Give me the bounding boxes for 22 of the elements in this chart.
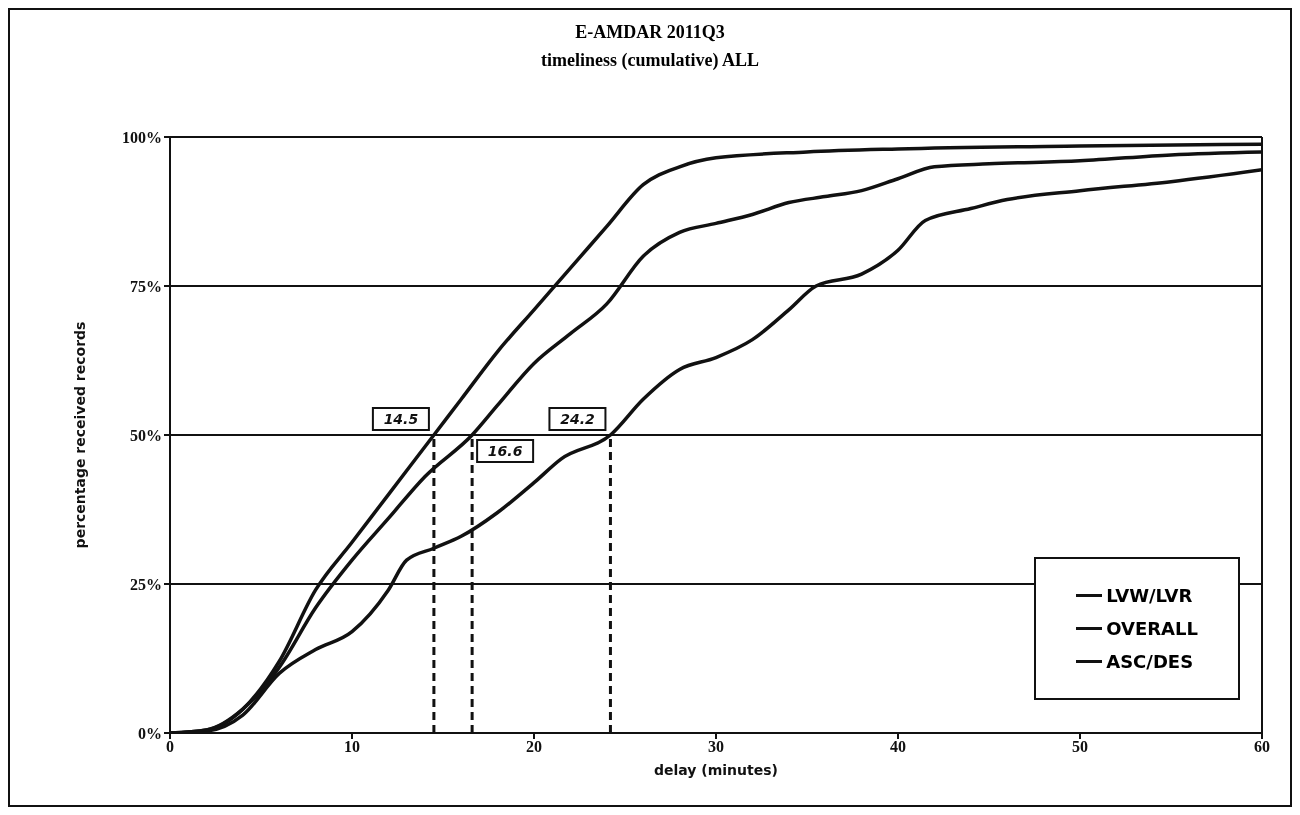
y-tick-label: 0% — [138, 724, 162, 742]
x-tick-label: 0 — [166, 738, 174, 756]
annotation: 14.5 — [383, 410, 419, 427]
legend-label: ASC/DES — [1106, 651, 1194, 672]
x-tick-label: 30 — [708, 738, 724, 756]
x-tick-label: 40 — [890, 738, 906, 756]
x-tick-label: 10 — [344, 738, 360, 756]
chart-subtitle: timeliness (cumulative) ALL — [540, 49, 760, 72]
chart-title: E-AMDAR 2011Q3 — [574, 21, 726, 44]
legend-label: OVERALL — [1106, 618, 1198, 639]
x-tick-label: 20 — [526, 738, 542, 756]
y-tick-label: 25% — [130, 575, 162, 593]
y-tick-label: 75% — [130, 277, 162, 295]
x-tick-label: 50 — [1072, 738, 1088, 756]
annotation: 16.6 — [487, 442, 523, 459]
x-axis-title: delay (minutes) — [654, 762, 778, 778]
legend-label: LVW/LVR — [1106, 585, 1193, 606]
y-tick-label: 50% — [130, 426, 162, 444]
annotation: 24.2 — [560, 410, 595, 427]
x-tick-label: 60 — [1254, 738, 1270, 756]
y-tick-label: 100% — [122, 128, 162, 146]
y-axis-title: percentage received records — [71, 321, 88, 549]
